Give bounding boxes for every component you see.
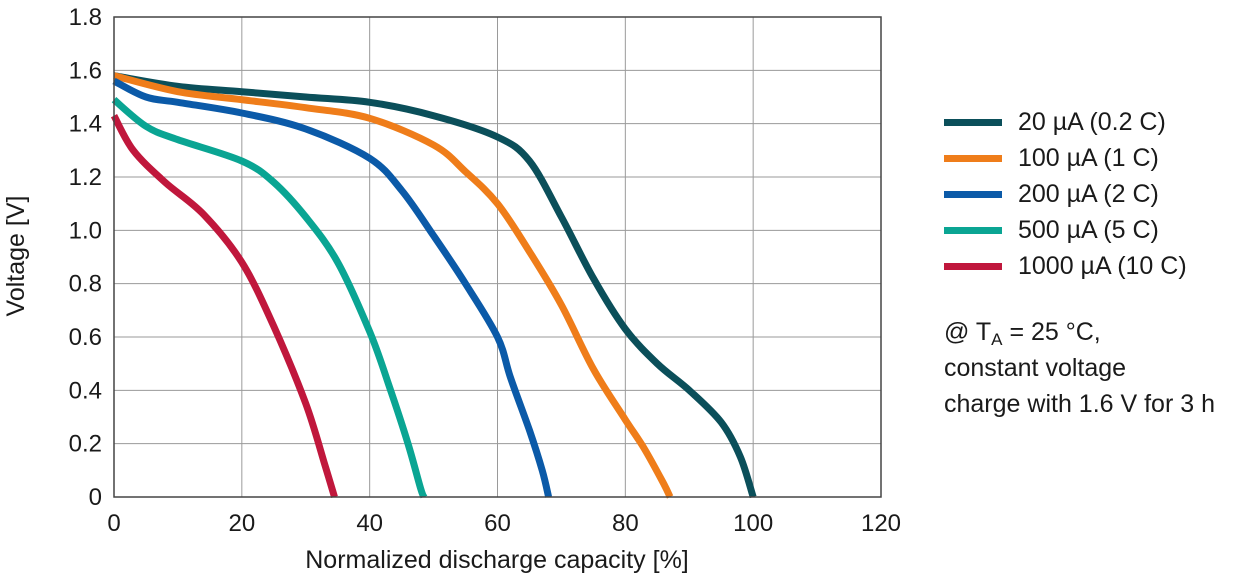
y-tick-label: 1.2 bbox=[69, 164, 102, 191]
legend-label: 200 µA (2 C) bbox=[1018, 179, 1159, 208]
note-line-2: constant voltage bbox=[944, 354, 1127, 382]
x-tick-label: 40 bbox=[356, 510, 383, 537]
legend-label: 1000 µA (10 C) bbox=[1018, 251, 1187, 280]
y-tick-label: 1.8 bbox=[69, 4, 102, 31]
legend-label: 500 µA (5 C) bbox=[1018, 215, 1159, 244]
series-line-4 bbox=[111, 97, 428, 499]
x-tick-label: 60 bbox=[484, 510, 511, 537]
legend-item: 200 µA (2 C) bbox=[944, 176, 1187, 212]
plot-frame bbox=[113, 16, 882, 498]
legend-item: 1000 µA (10 C) bbox=[944, 248, 1187, 284]
legend-item: 20 µA (0.2 C) bbox=[944, 104, 1187, 140]
series-lines bbox=[110, 72, 757, 499]
note-subscript: A bbox=[991, 330, 1003, 349]
legend-label: 20 µA (0.2 C) bbox=[1018, 107, 1166, 136]
y-tick-labels: 0 0.2 0.4 0.6 0.8 1.0 1.2 1.4 1.6 1.8 bbox=[69, 4, 102, 511]
legend-swatch bbox=[944, 226, 1002, 234]
legend-swatch bbox=[944, 262, 1002, 270]
x-tick-label: 100 bbox=[733, 510, 773, 537]
legend-item: 100 µA (1 C) bbox=[944, 140, 1187, 176]
y-tick-label: 0.6 bbox=[69, 324, 102, 351]
y-tick-label: 1.4 bbox=[69, 111, 102, 138]
x-tick-label: 120 bbox=[861, 510, 901, 537]
legend-swatch bbox=[944, 190, 1002, 198]
note-line-1: @ TA = 25 °C, bbox=[944, 314, 1215, 350]
x-tick-labels: 0 20 40 60 80 100 120 bbox=[107, 510, 901, 537]
y-tick-label: 0.8 bbox=[69, 271, 102, 298]
x-axis-label: Normalized discharge capacity [%] bbox=[305, 546, 689, 574]
legend-swatch bbox=[944, 154, 1002, 162]
series-line-3 bbox=[112, 77, 553, 498]
series-line-1 bbox=[113, 72, 757, 499]
note-prefix: @ T bbox=[944, 318, 992, 346]
legend-item: 500 µA (5 C) bbox=[944, 212, 1187, 248]
note-suffix: = 25 °C, bbox=[1002, 318, 1101, 346]
legend-swatch bbox=[944, 118, 1002, 126]
test-conditions-note: @ TA = 25 °C, constant voltage charge wi… bbox=[944, 314, 1215, 422]
x-tick-label: 20 bbox=[228, 510, 255, 537]
x-tick-label: 0 bbox=[107, 510, 120, 537]
note-line-3: charge with 1.6 V for 3 h bbox=[944, 390, 1215, 418]
series-line-2 bbox=[113, 72, 674, 499]
y-tick-label: 0.2 bbox=[69, 431, 102, 458]
y-axis-label: Voltage [V] bbox=[2, 196, 30, 317]
y-tick-label: 0 bbox=[89, 484, 102, 511]
y-tick-label: 1.6 bbox=[69, 57, 102, 84]
legend: 20 µA (0.2 C) 100 µA (1 C) 200 µA (2 C) … bbox=[944, 104, 1187, 284]
y-tick-label: 0.4 bbox=[69, 377, 102, 404]
legend-label: 100 µA (1 C) bbox=[1018, 143, 1159, 172]
y-tick-label: 1.0 bbox=[69, 217, 102, 244]
series-line-5 bbox=[110, 113, 338, 499]
x-tick-label: 80 bbox=[612, 510, 639, 537]
